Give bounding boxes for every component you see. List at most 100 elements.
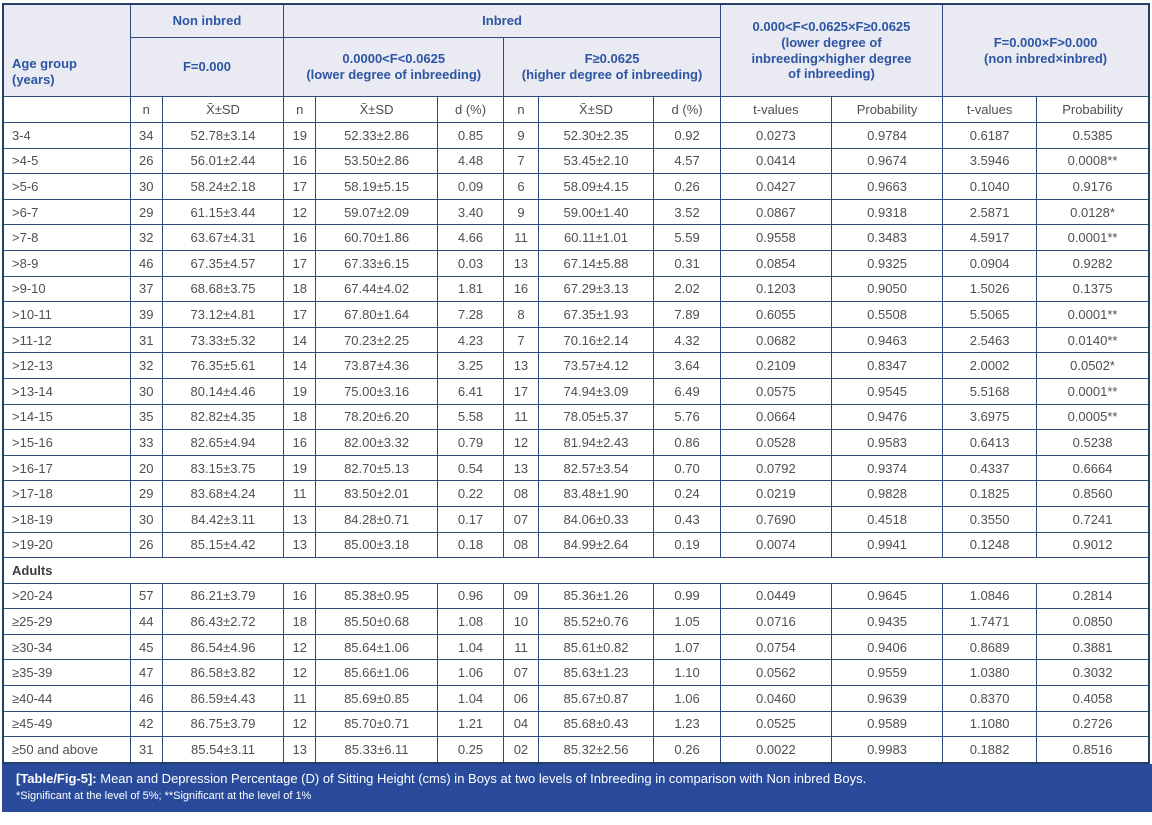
- value-cell: 85.63±1.23: [537, 659, 655, 687]
- value-cell: 0.8370: [942, 685, 1038, 712]
- header-row-columns: n X̄±SD n X̄±SD d (%) n X̄±SD d (%) t-va…: [2, 96, 1150, 123]
- value-cell: 0.0682: [719, 326, 832, 354]
- caption-label: [Table/Fig-5]:: [16, 770, 97, 786]
- value-cell: 0.0074: [719, 531, 832, 559]
- value-cell: 17: [503, 377, 539, 405]
- value-cell: 1.05: [653, 608, 721, 635]
- value-cell: 0.4058: [1036, 685, 1150, 712]
- value-cell: 2.5463: [942, 326, 1038, 354]
- value-cell: 0.9176: [1036, 173, 1150, 200]
- value-cell: 31: [129, 326, 163, 354]
- value-cell: 67.44±4.02: [315, 275, 438, 303]
- value-cell: 0.54: [436, 454, 505, 482]
- value-cell: 75.00±3.16: [315, 377, 438, 405]
- value-cell: 0.4337: [942, 454, 1038, 482]
- value-cell: 0.5385: [1036, 122, 1150, 149]
- value-cell: 5.76: [653, 403, 721, 431]
- value-cell: 0.0427: [719, 173, 832, 200]
- value-cell: 0.26: [653, 173, 721, 200]
- value-cell: 83.48±1.90: [537, 480, 655, 507]
- value-cell: 85.15±4.42: [161, 531, 285, 559]
- table-row: ≥40-44 46 86.59±4.43 11 85.69±0.85 1.04 06 85.6…: [2, 685, 1150, 712]
- value-cell: 73.87±4.36: [315, 352, 438, 379]
- value-cell: 85.66±1.06: [315, 659, 438, 687]
- value-cell: 0.9828: [830, 480, 944, 507]
- age-group-cell: >16-17: [2, 454, 131, 482]
- value-cell: 08: [503, 531, 539, 559]
- value-cell: 0.0575: [719, 377, 832, 405]
- value-cell: 83.68±4.24: [161, 480, 285, 507]
- value-cell: 0.0022: [719, 736, 832, 764]
- value-cell: 60.70±1.86: [315, 224, 438, 251]
- value-cell: 84.99±2.64: [537, 531, 655, 559]
- value-cell: 0.9559: [830, 659, 944, 687]
- age-group-cell: >15-16: [2, 429, 131, 456]
- value-cell: 4.23: [436, 326, 505, 354]
- value-cell: 44: [129, 608, 163, 635]
- value-cell: 63.67±4.31: [161, 224, 285, 251]
- value-cell: 82.70±5.13: [315, 454, 438, 482]
- table-row: >8-9 46 67.35±4.57 17 67.33±6.15 0.03 13 67.14±…: [2, 249, 1150, 277]
- value-cell: 0.9545: [830, 377, 944, 405]
- value-cell: 0.0792: [719, 454, 832, 482]
- value-cell: 0.18: [436, 531, 505, 559]
- age-group-cell: ≥25-29: [2, 608, 131, 635]
- value-cell: 7: [503, 326, 539, 354]
- value-cell: 85.33±6.11: [315, 736, 438, 764]
- value-cell: 0.0525: [719, 710, 832, 738]
- age-group-cell: >10-11: [2, 301, 131, 328]
- value-cell: 0.0414: [719, 147, 832, 175]
- value-cell: 0.3881: [1036, 633, 1150, 661]
- value-cell: 0.5508: [830, 301, 944, 328]
- value-cell: 67.14±5.88: [537, 249, 655, 277]
- value-cell: 16: [283, 147, 317, 175]
- value-cell: 14: [283, 326, 317, 354]
- value-cell: 85.61±0.82: [537, 633, 655, 661]
- value-cell: 0.8689: [942, 633, 1038, 661]
- header-row-subgroups: F=0.000 0.0000<F<0.0625 (lower degree of…: [3, 37, 1149, 97]
- value-cell: 3.64: [653, 352, 721, 379]
- value-cell: 73.12±4.81: [161, 301, 285, 328]
- table-row: ≥25-29 44 86.43±2.72 18 85.50±0.68 1.08 10 85.5…: [2, 608, 1150, 635]
- value-cell: 0.1248: [942, 531, 1038, 559]
- value-cell: 3.40: [436, 198, 505, 226]
- value-cell: 0.5238: [1036, 429, 1150, 456]
- figure-caption: [Table/Fig-5]: Mean and Depression Perce…: [2, 763, 1152, 813]
- value-cell: 2.5871: [942, 198, 1038, 226]
- age-group-cell: >8-9: [2, 249, 131, 277]
- value-cell: 68.68±3.75: [161, 275, 285, 303]
- value-cell: 85.68±0.43: [537, 710, 655, 738]
- value-cell: 76.35±5.61: [161, 352, 285, 379]
- header-mean-sd: X̄±SD: [315, 96, 438, 123]
- value-cell: 11: [503, 403, 539, 431]
- value-cell: 12: [283, 198, 317, 226]
- value-cell: 67.35±4.57: [161, 249, 285, 277]
- value-cell: 26: [129, 147, 163, 175]
- header-d-pct: d (%): [653, 96, 721, 123]
- value-cell: 16: [283, 224, 317, 251]
- age-group-cell: >12-13: [2, 352, 131, 379]
- value-cell: 13: [503, 352, 539, 379]
- table-row: ≥45-49 42 86.75±3.79 12 85.70±0.71 1.21 04 85.6…: [2, 710, 1150, 738]
- value-cell: 0.43: [653, 505, 721, 533]
- value-cell: 0.0140**: [1036, 326, 1150, 354]
- value-cell: 85.00±3.18: [315, 531, 438, 559]
- value-cell: 0.9318: [830, 198, 944, 226]
- value-cell: 0.0850: [1036, 608, 1150, 635]
- value-cell: 37: [129, 275, 163, 303]
- value-cell: 53.45±2.10: [537, 147, 655, 175]
- value-cell: 12: [283, 633, 317, 661]
- value-cell: 0.9476: [830, 403, 944, 431]
- value-cell: 0.9558: [719, 224, 832, 251]
- age-group-cell: >5-6: [2, 173, 131, 200]
- value-cell: 85.70±0.71: [315, 710, 438, 738]
- value-cell: 10: [503, 608, 539, 635]
- value-cell: 0.1882: [942, 736, 1038, 764]
- value-cell: 1.81: [436, 275, 505, 303]
- value-cell: 0.31: [653, 249, 721, 277]
- value-cell: 5.5065: [942, 301, 1038, 328]
- value-cell: 0.70: [653, 454, 721, 482]
- value-cell: 0.17: [436, 505, 505, 533]
- value-cell: 1.0846: [942, 582, 1038, 610]
- header-n: n: [129, 96, 163, 123]
